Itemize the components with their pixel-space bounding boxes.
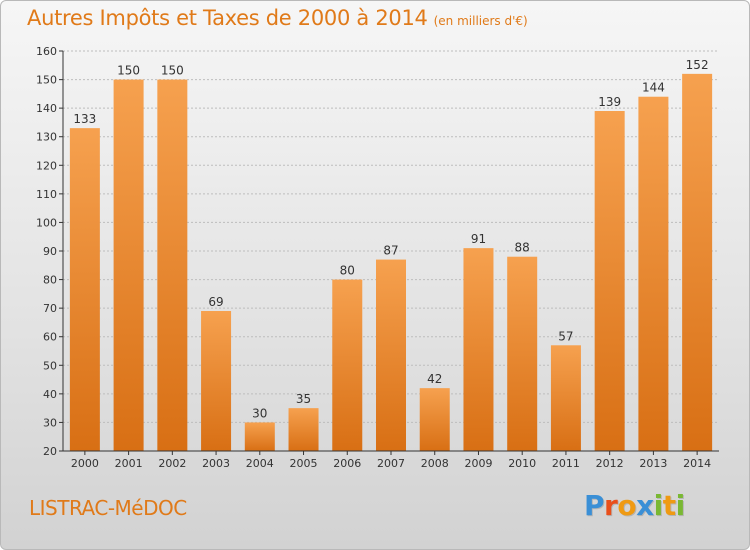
chart-subtitle: (en milliers d'€) <box>433 14 528 28</box>
bar <box>332 279 363 451</box>
x-tick-label: 2008 <box>421 457 449 470</box>
bar-value-label: 133 <box>73 112 96 126</box>
logo-letter: o <box>617 489 637 522</box>
bar <box>507 256 538 451</box>
bar-value-label: 69 <box>208 295 223 309</box>
bar <box>157 79 188 452</box>
bar-value-label: 30 <box>252 406 267 420</box>
x-tick-label: 2006 <box>333 457 361 470</box>
y-tick-label: 60 <box>43 331 57 344</box>
x-tick-label: 2012 <box>596 457 624 470</box>
y-tick-label: 160 <box>36 45 57 58</box>
y-tick-label: 40 <box>43 388 57 401</box>
bar-value-label: 35 <box>296 392 311 406</box>
y-tick-label: 120 <box>36 159 57 172</box>
y-tick-label: 130 <box>36 131 57 144</box>
y-tick-label: 110 <box>36 188 57 201</box>
bar <box>682 73 713 451</box>
bar-value-label: 57 <box>558 329 573 343</box>
bar-value-label: 150 <box>117 64 140 78</box>
bar-value-label: 87 <box>383 244 398 258</box>
bar <box>288 408 319 451</box>
y-tick-label: 70 <box>43 302 57 315</box>
x-tick-label: 2010 <box>508 457 536 470</box>
logo-letter: P <box>584 489 605 522</box>
bar-value-label: 42 <box>427 372 442 386</box>
chart-title-text: Autres Impôts et Taxes de 2000 à 2014 <box>27 6 428 30</box>
x-tick-label: 2003 <box>202 457 230 470</box>
logo-letter: x <box>636 489 654 522</box>
x-tick-label: 2009 <box>464 457 492 470</box>
y-tick-label: 140 <box>36 102 57 115</box>
bar <box>244 422 275 451</box>
bar <box>550 345 581 451</box>
bar <box>376 259 406 451</box>
logo-letter: r <box>604 489 618 522</box>
y-tick-label: 150 <box>36 74 57 87</box>
x-tick-label: 2000 <box>71 457 99 470</box>
commune-name: LISTRAC-MéDOC <box>29 496 187 520</box>
x-tick-label: 2013 <box>639 457 667 470</box>
x-tick-label: 2011 <box>552 457 580 470</box>
y-tick-label: 20 <box>43 445 57 458</box>
bar-value-label: 91 <box>471 232 486 246</box>
bar-value-label: 80 <box>340 264 355 278</box>
chart-title: Autres Impôts et Taxes de 2000 à 2014 (en… <box>27 6 528 30</box>
x-tick-label: 2005 <box>290 457 318 470</box>
bar <box>113 79 144 452</box>
y-tick-label: 90 <box>43 245 57 258</box>
bar-value-label: 150 <box>161 64 184 78</box>
y-tick-label: 80 <box>43 274 57 287</box>
bar-value-label: 152 <box>686 58 709 72</box>
x-tick-label: 2002 <box>158 457 186 470</box>
logo-letter: i <box>653 489 664 522</box>
y-tick-label: 50 <box>43 359 57 372</box>
bar <box>201 311 232 451</box>
bar-value-label: 144 <box>642 81 665 95</box>
bar-value-label: 88 <box>515 241 530 255</box>
bar <box>594 111 625 451</box>
bar <box>419 388 450 451</box>
bar <box>463 248 494 451</box>
bar <box>69 128 100 451</box>
x-tick-label: 2007 <box>377 457 405 470</box>
x-tick-label: 2014 <box>683 457 711 470</box>
x-tick-label: 2004 <box>246 457 274 470</box>
y-tick-label: 30 <box>43 416 57 429</box>
bar <box>638 96 669 451</box>
y-tick-label: 100 <box>36 216 57 229</box>
proxiti-logo[interactable]: Proxiti <box>584 489 685 522</box>
logo-letter: i <box>675 489 686 522</box>
bar-value-label: 139 <box>598 95 621 109</box>
x-tick-label: 2001 <box>115 457 143 470</box>
logo-letter: t <box>662 489 676 522</box>
